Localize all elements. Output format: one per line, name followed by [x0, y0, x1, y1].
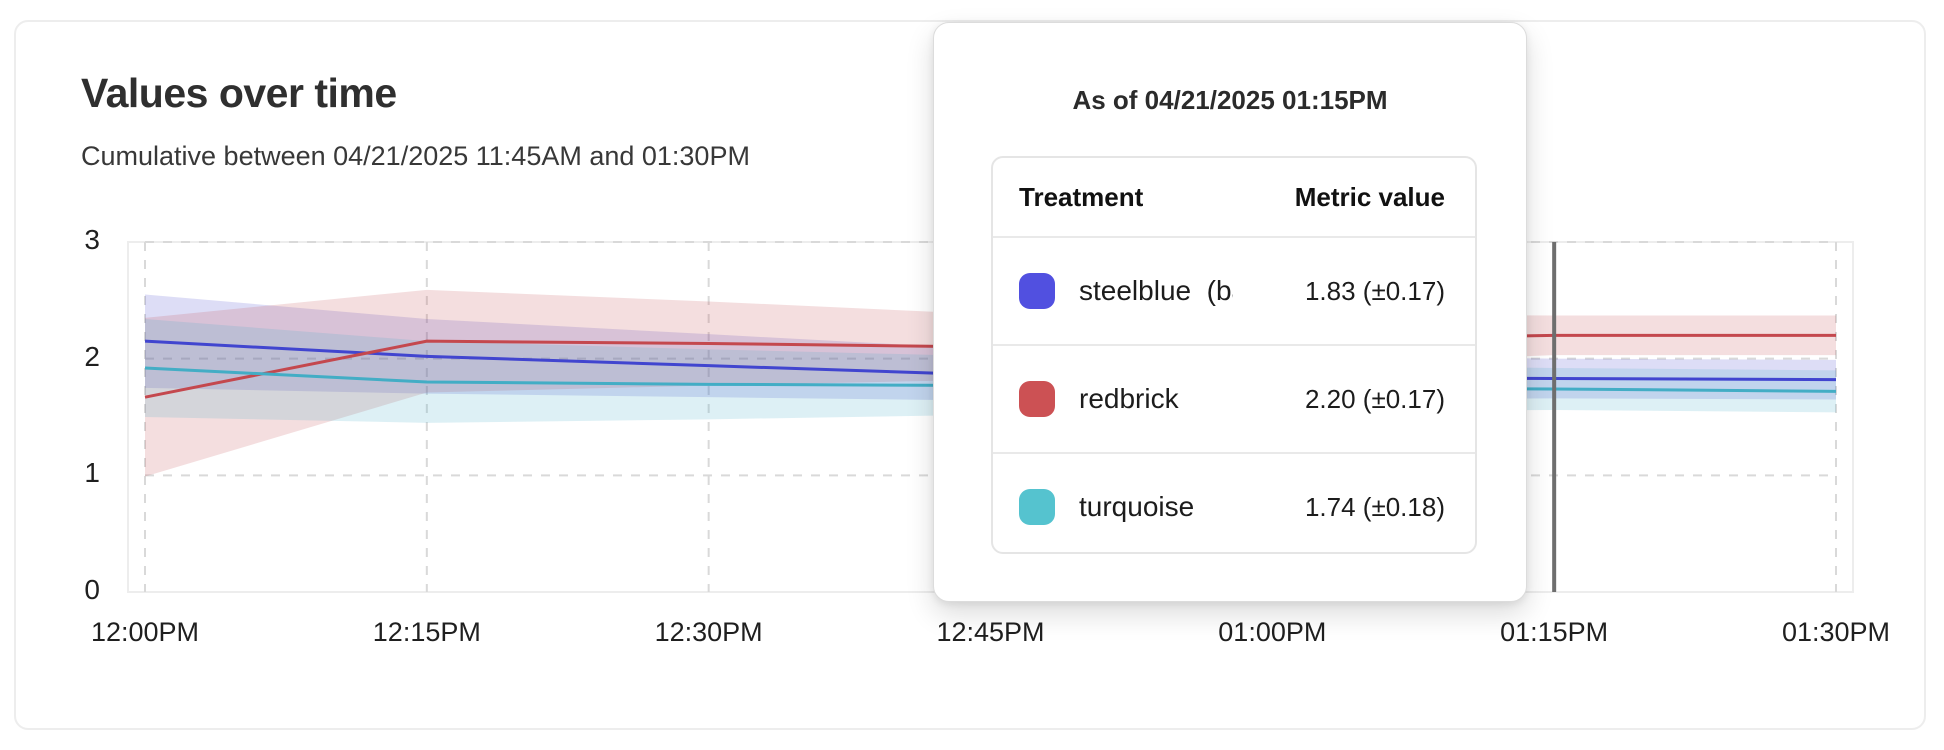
x-tick-01:00PM: 01:00PM	[1218, 617, 1327, 647]
tooltip-table-header: Treatment Metric value	[993, 158, 1475, 236]
page-subtitle: Cumulative between 04/21/2025 11:45AM an…	[81, 141, 750, 171]
x-tick-01:15PM: 01:15PM	[1500, 617, 1609, 647]
treatment-name-cell: redbrick	[993, 381, 1233, 417]
y-tick-3: 3	[84, 224, 100, 255]
tooltip-row-turquoise: turquoise 1.74 (±0.18)	[993, 452, 1475, 552]
treatment-name: steelblue (baseli	[1079, 275, 1233, 306]
series-color-swatch-icon	[1019, 381, 1055, 417]
tooltip-table: Treatment Metric value steelblue (baseli…	[991, 156, 1477, 554]
treatment-name: redbrick	[1079, 383, 1179, 414]
series-color-swatch-icon	[1019, 489, 1055, 525]
x-tick-12:30PM: 12:30PM	[654, 617, 763, 647]
x-tick-12:00PM: 12:00PM	[90, 617, 200, 647]
metric-value-column-header: Metric value	[1294, 181, 1445, 212]
page-title: Values over time	[81, 70, 397, 116]
y-tick-1: 1	[84, 457, 100, 489]
tooltip-row-redbrick: redbrick 2.20 (±0.17)	[993, 344, 1475, 452]
treatment-name: turquoise	[1079, 491, 1195, 522]
tooltip-title: As of 04/21/2025 01:15PM	[1072, 85, 1388, 115]
metric-value: 1.83 (±0.17)	[1304, 275, 1445, 306]
metric-value: 2.20 (±0.17)	[1304, 383, 1445, 414]
series-color-swatch-icon	[1019, 273, 1055, 309]
x-tick-12:15PM: 12:15PM	[372, 617, 481, 647]
treatment-column-header: Treatment	[1019, 181, 1144, 212]
tooltip-row-steelblue: steelblue (baseli 1.83 (±0.17)	[993, 236, 1475, 344]
x-tick-01:30PM: 01:30PM	[1781, 617, 1891, 647]
metric-value: 1.74 (±0.18)	[1304, 491, 1445, 522]
treatment-name-cell: turquoise	[993, 489, 1233, 525]
y-tick-0: 0	[84, 574, 100, 605]
treatment-name-cell: steelblue (baseli	[993, 273, 1233, 309]
y-tick-2: 2	[84, 340, 100, 372]
hover-tooltip: As of 04/21/2025 01:15PM Treatment Metri…	[933, 22, 1527, 602]
x-tick-12:45PM: 12:45PM	[936, 617, 1045, 647]
